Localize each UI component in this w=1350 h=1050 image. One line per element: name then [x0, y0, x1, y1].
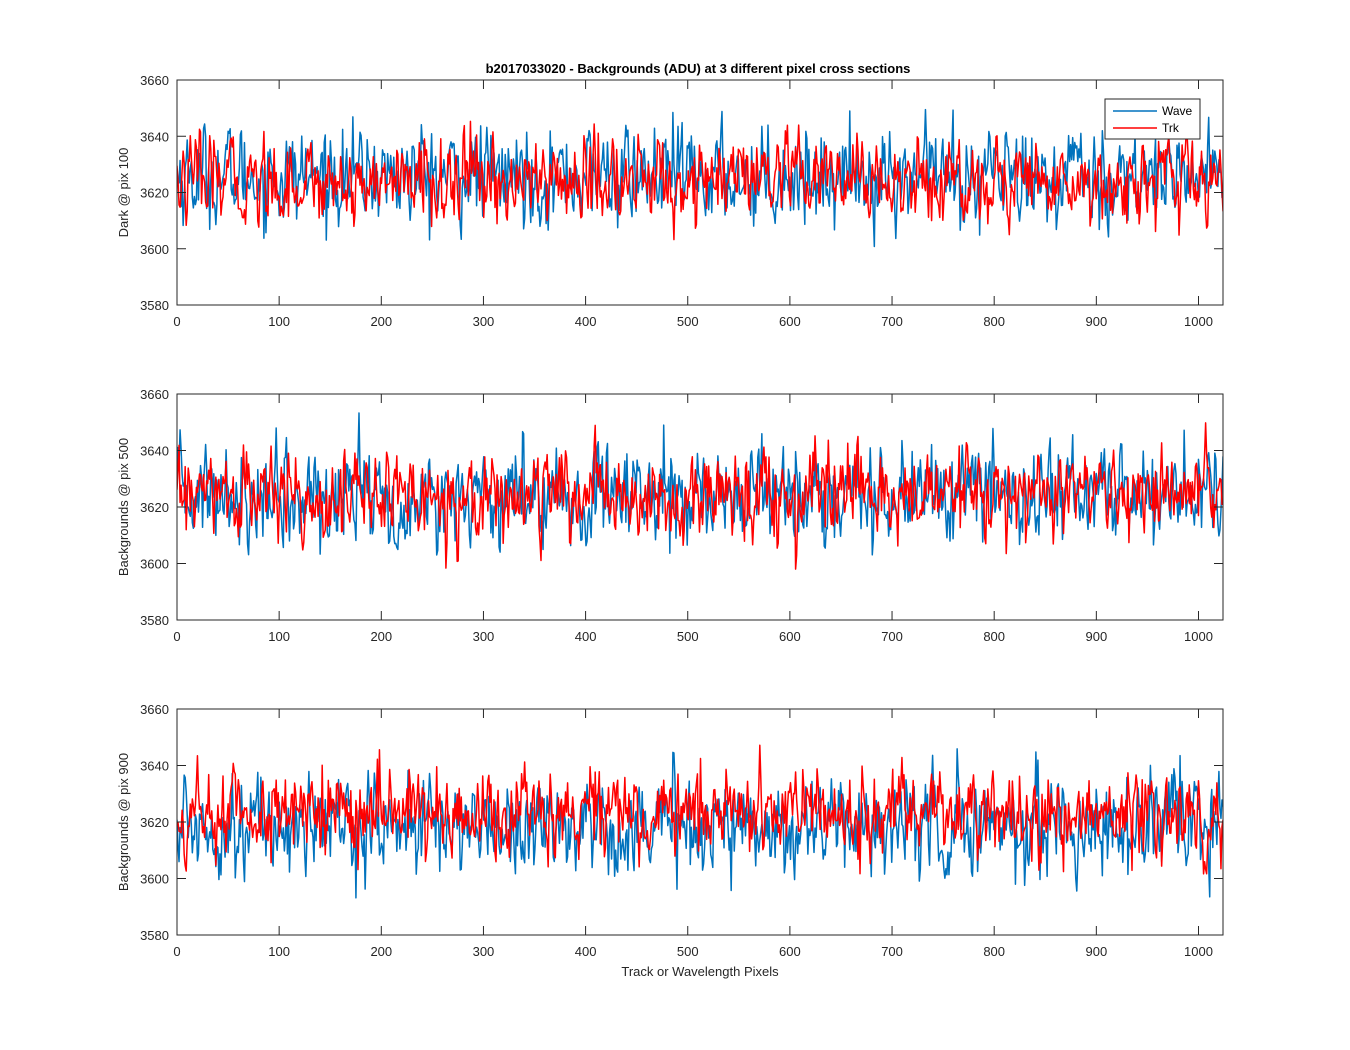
y-tick-label: 3620 — [140, 186, 169, 201]
y-tick-label: 3600 — [140, 557, 169, 572]
x-tick-label: 100 — [268, 314, 290, 329]
y-tick-label: 3580 — [140, 613, 169, 628]
x-tick-label: 400 — [575, 314, 597, 329]
y-tick-label: 3640 — [140, 759, 169, 774]
x-tick-label: 100 — [268, 629, 290, 644]
y-tick-label: 3620 — [140, 815, 169, 830]
x-tick-label: 1000 — [1184, 314, 1213, 329]
x-tick-label: 400 — [575, 944, 597, 959]
legend-label-trk: Trk — [1162, 121, 1180, 135]
x-axis-label: Track or Wavelength Pixels — [621, 964, 779, 979]
x-tick-label: 500 — [677, 629, 699, 644]
legend: Wave Trk — [1104, 98, 1201, 140]
x-tick-label: 600 — [779, 944, 801, 959]
subplots: 0 100 200 300 400 500 600 700 800 900 100035803600… — [116, 73, 1224, 979]
subplot-1: 0 100 200 300 400 500 600 700 800 900 1000 3580 3600… — [116, 73, 1224, 329]
x-tick-label: 900 — [1085, 314, 1107, 329]
x-tick-label: 700 — [881, 944, 903, 959]
x-tick-label: 1000 — [1184, 629, 1213, 644]
y-tick-label: 3620 — [140, 500, 169, 515]
x-tick-label: 800 — [983, 944, 1005, 959]
series-line-trk — [177, 120, 1223, 241]
y-axis-label: Backgrounds @ pix 900 — [116, 753, 131, 891]
y-tick-label: 3600 — [140, 872, 169, 887]
x-tick-label: 200 — [370, 314, 392, 329]
x-tick-label: 0 — [173, 944, 180, 959]
x-tick-label: 500 — [677, 314, 699, 329]
x-tick-label: 200 — [370, 944, 392, 959]
x-tick-label: 800 — [983, 629, 1005, 644]
x-tick-label: 700 — [881, 629, 903, 644]
y-tick-label: 3640 — [140, 444, 169, 459]
y-tick-label: 3580 — [140, 298, 169, 313]
x-tick-label: 300 — [473, 314, 495, 329]
x-tick-label: 0 — [173, 629, 180, 644]
x-tick-label: 600 — [779, 314, 801, 329]
y-tick-label: 3640 — [140, 129, 169, 144]
y-axis-label: Dark @ pix 100 — [116, 148, 131, 238]
y-axis-label: Backgrounds @ pix 500 — [116, 438, 131, 576]
x-tick-label: 0 — [173, 314, 180, 329]
y-tick-label: 3580 — [140, 928, 169, 943]
x-tick-label: 900 — [1085, 629, 1107, 644]
x-tick-label: 800 — [983, 314, 1005, 329]
subplot-2: 0 100 200 300 400 500 600 700 800 900 1000 3580 3600… — [116, 387, 1224, 644]
series-line-trk — [177, 422, 1223, 570]
legend-label-wave: Wave — [1162, 104, 1193, 118]
figure-title: b2017033020 - Backgrounds (ADU) at 3 dif… — [486, 61, 911, 76]
x-tick-label: 700 — [881, 314, 903, 329]
y-tick-label: 3660 — [140, 702, 169, 717]
x-tick-label: 400 — [575, 629, 597, 644]
x-tick-label: 300 — [473, 629, 495, 644]
x-tick-label: 500 — [677, 944, 699, 959]
y-tick-label: 3660 — [140, 73, 169, 88]
subplot-3: 0 100 200 300 400 500 600 700 800 900 1000 3580 3600… — [116, 702, 1224, 979]
x-tick-label: 600 — [779, 629, 801, 644]
y-tick-label: 3660 — [140, 387, 169, 402]
x-tick-label: 900 — [1085, 944, 1107, 959]
legend-box — [1104, 98, 1201, 140]
x-tick-label: 300 — [473, 944, 495, 959]
series-line-trk — [177, 744, 1223, 875]
y-tick-label: 3600 — [140, 242, 169, 257]
x-tick-label: 200 — [370, 629, 392, 644]
x-tick-label: 1000 — [1184, 944, 1213, 959]
x-tick-label: 100 — [268, 944, 290, 959]
